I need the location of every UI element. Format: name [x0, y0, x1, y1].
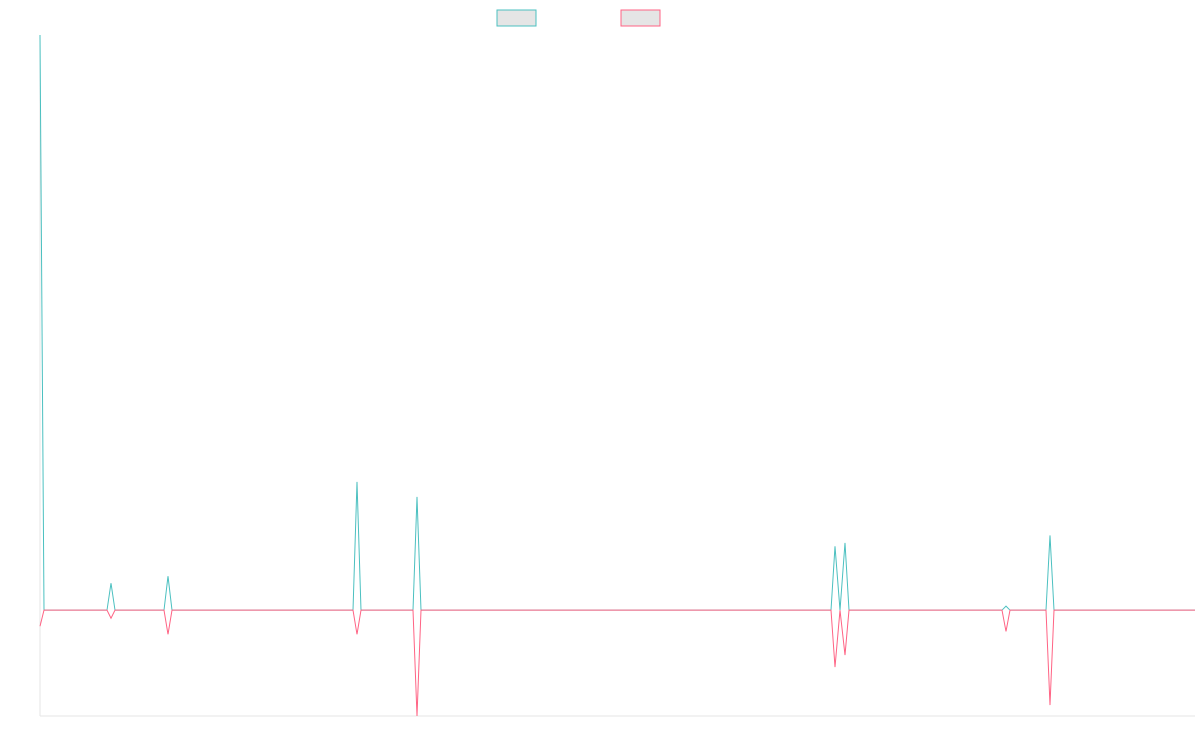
- legend-swatch: [496, 9, 537, 27]
- legend-swatch: [620, 9, 661, 27]
- line: [39, 609, 1195, 717]
- line: [39, 34, 1195, 611]
